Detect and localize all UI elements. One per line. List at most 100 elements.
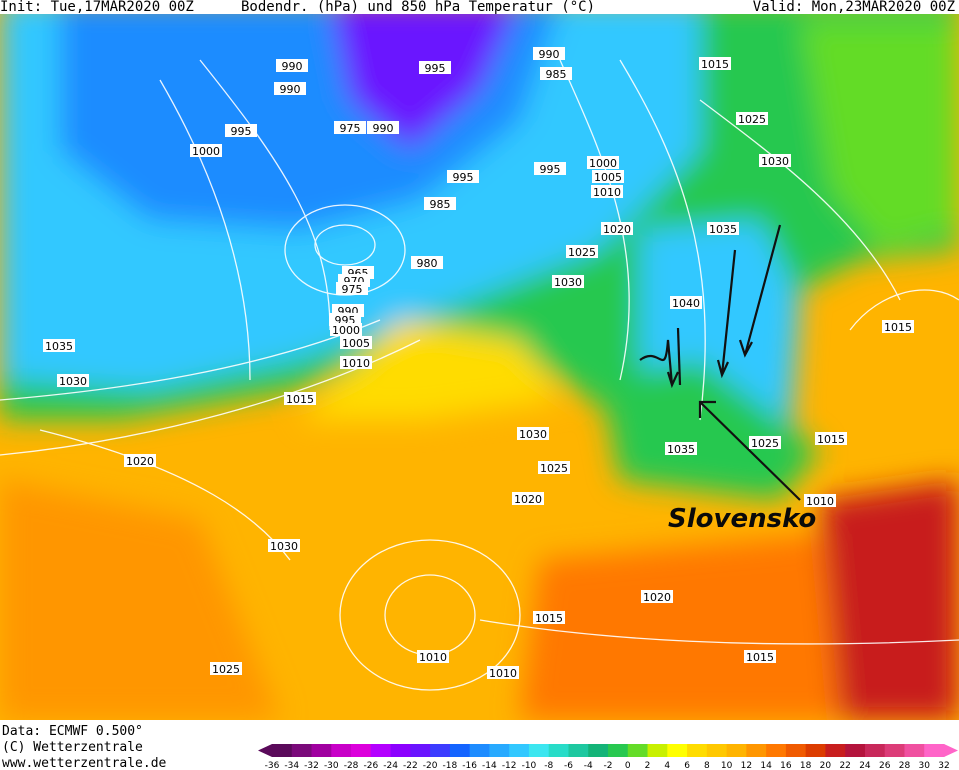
- scale-swatch: [904, 744, 925, 757]
- scale-label: -24: [383, 761, 398, 770]
- scale-label: 24: [859, 761, 871, 770]
- isobar-label: 995: [540, 163, 561, 176]
- scale-label: -32: [304, 761, 319, 770]
- label-box: [699, 57, 731, 70]
- scale-label: -22: [403, 761, 418, 770]
- label-box: [336, 282, 368, 295]
- scale-swatch: [726, 744, 747, 757]
- scale-label: -20: [423, 761, 438, 770]
- isobar-label: 990: [282, 60, 303, 73]
- isobar-label: 1015: [535, 612, 563, 625]
- scale-swatch: [766, 744, 787, 757]
- scale-swatch: [489, 744, 510, 757]
- scale-swatch: [845, 744, 866, 757]
- label-box: [284, 392, 316, 405]
- color-scale: -36 -34 -32 -30 -28 -26 -24 -22 -20 -18 -16 -14 -12-…: [258, 744, 958, 770]
- isobar-label: 1035: [709, 223, 737, 236]
- label-box: [340, 356, 372, 369]
- label-box: [641, 590, 673, 603]
- footer-copyright: (C) Wetterzentrale: [2, 740, 143, 755]
- isobar-label: 995: [231, 125, 252, 138]
- scale-swatch: [825, 744, 846, 757]
- scale-swatch: [548, 744, 569, 757]
- label-box: [533, 611, 565, 624]
- isobar-label: 1015: [286, 393, 314, 406]
- label-box: [334, 121, 366, 134]
- scale-swatch: [627, 744, 649, 757]
- scale-label: 18: [800, 761, 812, 770]
- isobar-label: 1025: [738, 113, 766, 126]
- annotation: Slovensko: [668, 504, 816, 534]
- scale-swatch: [608, 744, 629, 757]
- label-box: [744, 650, 776, 663]
- scale-swatch: [370, 744, 392, 757]
- label-box: [417, 650, 449, 663]
- scale-label: -10: [522, 761, 537, 770]
- isobar-label: 1010: [342, 357, 370, 370]
- scale-swatch: [449, 744, 471, 757]
- label-box: [591, 185, 623, 198]
- footer-url: www.wetterzentrale.de: [2, 756, 167, 770]
- isobar-label: 1005: [342, 337, 370, 350]
- label-box: [815, 432, 847, 445]
- scale-swatch: [311, 744, 332, 757]
- scale-swatch: [291, 744, 313, 757]
- scale-label: 6: [684, 761, 690, 770]
- isobar-label: 1010: [419, 651, 447, 664]
- scale-label: 8: [704, 761, 710, 770]
- isobar-label: 1010: [593, 186, 621, 199]
- scale-swatch: [390, 744, 411, 757]
- scale-swatch: [647, 744, 668, 757]
- isobar-label: 1025: [540, 462, 568, 475]
- scale-label: 16: [780, 761, 792, 770]
- label-box: [447, 170, 479, 183]
- isobar-label: 995: [425, 62, 446, 75]
- isobar-label: 1025: [751, 437, 779, 450]
- valid-time: Valid: Mon,23MAR2020 00Z: [753, 0, 955, 15]
- scale-swatch: [272, 744, 293, 757]
- label-box: [225, 124, 257, 137]
- scale-swatch: [588, 744, 609, 757]
- isobar-label: 1015: [746, 651, 774, 664]
- isobar-label: 1000: [589, 157, 617, 170]
- label-box: [587, 156, 619, 169]
- label-box: [210, 662, 242, 675]
- isobar-label: 1020: [603, 223, 631, 236]
- label-box: [424, 197, 456, 210]
- scale-swatch: [687, 744, 708, 757]
- label-box: [749, 436, 781, 449]
- label-box: [190, 144, 222, 157]
- isobar-label: 995: [453, 171, 474, 184]
- label-box: [759, 154, 791, 167]
- isobar-label: 1015: [884, 321, 912, 334]
- isobar-label: 1030: [59, 375, 87, 388]
- scale-label: 14: [760, 761, 772, 770]
- isobar-label: 1000: [332, 324, 360, 337]
- label-box: [367, 121, 399, 134]
- isobar-label: 975: [340, 122, 361, 135]
- scale-label: -18: [443, 761, 458, 770]
- scale-swatch: [469, 744, 490, 757]
- isobar-label: 1030: [270, 540, 298, 553]
- scale-label: -26: [363, 761, 378, 770]
- label-box: [276, 59, 308, 72]
- scale-swatch: [706, 744, 728, 757]
- isobar-label: 985: [430, 198, 451, 211]
- scale-swatch: [331, 744, 352, 757]
- isobar-label: 990: [280, 83, 301, 96]
- scale-label: 4: [664, 761, 670, 770]
- temperature-field: [0, 14, 959, 720]
- label-box: [804, 494, 836, 507]
- isobar-label: 1010: [806, 495, 834, 508]
- isobar-label: 1040: [672, 297, 700, 310]
- scale-label: -4: [584, 761, 593, 770]
- label-box: [566, 245, 598, 258]
- isobar-label: 1025: [568, 246, 596, 259]
- isobar-label: 1030: [761, 155, 789, 168]
- isobar-label: 1015: [817, 433, 845, 446]
- isobar-label: 980: [417, 257, 438, 270]
- footer-data: Data: ECMWF 0.500°: [2, 724, 143, 739]
- isobar-label: 985: [546, 68, 567, 81]
